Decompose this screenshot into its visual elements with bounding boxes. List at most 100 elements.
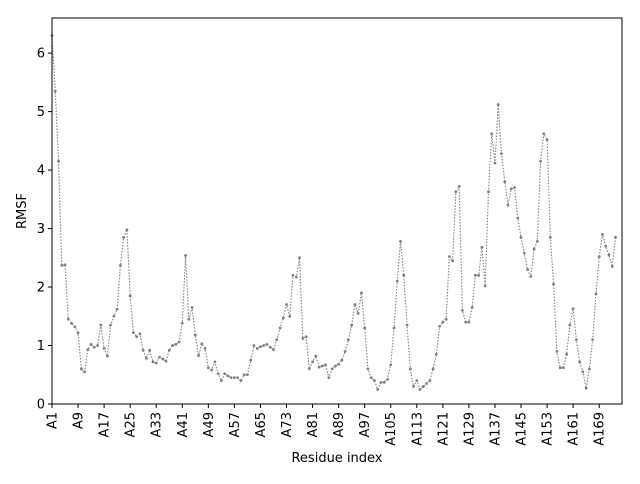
data-point (275, 338, 279, 342)
data-point (304, 335, 308, 339)
data-point (552, 282, 555, 286)
data-point (545, 138, 549, 142)
data-point (324, 363, 327, 367)
x-tick-label: A161 (567, 412, 582, 446)
data-point (135, 335, 139, 339)
data-point (591, 338, 595, 342)
data-point (376, 387, 380, 391)
data-point (588, 367, 591, 371)
data-point (529, 275, 533, 278)
x-tick-label: A89 (332, 412, 347, 437)
x-tick-label: A121 (436, 412, 451, 446)
data-point (285, 303, 288, 306)
x-axis-label: Residue index (291, 451, 382, 466)
data-point (535, 240, 539, 243)
data-point (503, 180, 507, 184)
data-point (418, 387, 422, 391)
data-point (480, 245, 484, 249)
data-point (337, 362, 341, 366)
data-point (317, 365, 321, 369)
data-point (177, 340, 181, 344)
data-point (278, 326, 282, 330)
data-point (333, 364, 337, 368)
data-point (392, 326, 396, 330)
data-point (343, 349, 347, 353)
data-point (236, 376, 240, 380)
data-point (193, 333, 197, 337)
data-point (109, 323, 113, 327)
data-point (581, 370, 585, 374)
data-point (174, 342, 178, 346)
data-point (412, 385, 415, 388)
data-point (444, 317, 448, 321)
data-point (272, 348, 275, 352)
data-point (73, 325, 77, 329)
data-point (291, 273, 295, 277)
data-point (105, 354, 109, 358)
y-tick-label: 4 (37, 164, 45, 179)
y-tick-label: 3 (37, 222, 45, 237)
data-point (601, 232, 604, 236)
data-point (246, 373, 249, 377)
data-point (464, 320, 468, 324)
x-tick-label: A137 (488, 412, 503, 446)
data-point (197, 354, 200, 357)
data-point (268, 345, 272, 349)
x-tick-label: A73 (280, 412, 295, 437)
data-point (330, 367, 334, 371)
data-point (249, 358, 253, 362)
data-point (83, 370, 86, 374)
data-point (389, 363, 393, 367)
data-point (415, 379, 419, 383)
data-point (307, 367, 311, 371)
data-point (509, 187, 513, 191)
data-point (441, 320, 445, 324)
data-point (102, 347, 106, 350)
data-point (151, 360, 155, 364)
x-tick-label: A57 (228, 412, 243, 437)
data-point (386, 378, 389, 381)
x-tick-label: A153 (541, 412, 556, 446)
y-tick-label: 5 (37, 105, 45, 120)
data-point (216, 372, 220, 375)
y-tick-label: 1 (37, 339, 45, 354)
data-point (301, 337, 305, 340)
data-point (447, 255, 451, 259)
data-point (66, 317, 70, 321)
data-point (614, 235, 617, 239)
data-point (347, 338, 350, 342)
data-point (496, 103, 500, 106)
data-point (311, 360, 314, 364)
data-point (92, 345, 96, 349)
data-point (203, 347, 207, 350)
data-point (353, 303, 357, 306)
data-point (122, 235, 126, 239)
data-point (408, 367, 412, 371)
x-tick-label: A17 (98, 412, 113, 437)
axes-frame (51, 17, 623, 405)
data-point (190, 306, 194, 309)
data-point (382, 380, 386, 384)
data-point (402, 273, 406, 277)
data-point (428, 379, 432, 383)
data-point (158, 355, 161, 359)
data-point (298, 256, 301, 260)
data-point (213, 360, 217, 364)
y-axis-label: RMSF (15, 193, 30, 229)
data-point (487, 190, 490, 194)
data-point (138, 332, 142, 336)
data-point (63, 263, 67, 267)
data-point (180, 321, 184, 325)
data-point (57, 159, 60, 163)
data-point (483, 284, 487, 288)
data-point (561, 366, 565, 370)
data-point (360, 291, 363, 295)
data-point (252, 344, 256, 347)
data-point (206, 366, 210, 370)
data-point (451, 259, 455, 263)
data-point (145, 356, 148, 360)
data-point (584, 386, 588, 390)
data-point (288, 314, 292, 318)
data-point (219, 379, 223, 383)
